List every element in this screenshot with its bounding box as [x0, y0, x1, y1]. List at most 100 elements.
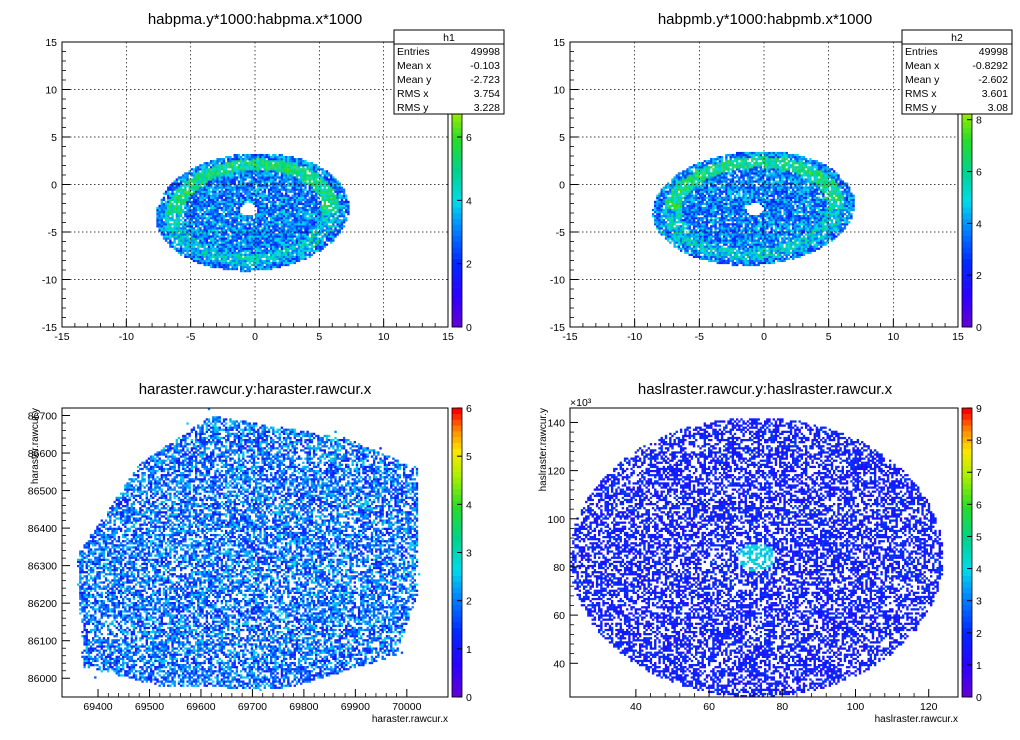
y-tick-label: 86100 [28, 636, 57, 648]
x-tick-label: 69400 [83, 701, 112, 713]
palette-label: 2 [976, 628, 982, 640]
grid-lines [570, 42, 958, 327]
stats-box: h1 Entries 49998 Mean x -0.103 Mean y -2.723 RM… [393, 29, 505, 115]
x-axis: -15 -10 -5 0 5 10 15 [54, 319, 454, 343]
y-tick-label: 15 [553, 37, 565, 49]
x-tick-label: 120 [920, 701, 938, 713]
chart-panel-1: habpma.y*1000:habpma.x*1000 -15 -10 -5 0 5 10 1… [42, 11, 505, 343]
stats-value: 3.754 [474, 88, 500, 100]
x-tick-label: -15 [562, 331, 577, 343]
palette-label: 0 [466, 692, 472, 704]
y-tick-label: 60 [553, 610, 565, 622]
stats-value: 3.08 [988, 102, 1009, 114]
y-tick-label: -15 [550, 322, 565, 334]
x-tick-label: 69600 [186, 701, 215, 713]
chart-title: haraster.rawcur.y:haraster.rawcur.x [139, 381, 372, 398]
palette-label: 4 [976, 564, 982, 576]
color-palette: 0 1 2 3 4 5 6 7 8 9 [961, 403, 982, 704]
palette-label: 9 [976, 403, 982, 415]
stats-value: -0.8292 [972, 60, 1008, 72]
palette-label: 1 [976, 660, 982, 672]
y-tick-label: 86400 [28, 523, 57, 535]
x-axis: -15 -10 -5 0 5 10 15 [562, 319, 964, 343]
y-tick-label: 86700 [28, 411, 57, 423]
y-tick-label: 100 [547, 514, 565, 526]
stats-value: -2.602 [978, 74, 1008, 86]
x-tick-label: 0 [252, 331, 258, 343]
stats-label: Entries [397, 46, 430, 58]
palette-label: 2 [466, 596, 472, 608]
palette-label: 6 [466, 403, 472, 415]
stats-value: -0.103 [470, 60, 500, 72]
palette-label: 4 [466, 499, 472, 511]
palette-label: 6 [466, 132, 472, 144]
palette-label: 8 [976, 435, 982, 447]
y-tick-label: 0 [559, 180, 565, 192]
x-tick-label: 15 [442, 331, 454, 343]
y-tick-label: 80 [553, 562, 565, 574]
chart-title: habpma.y*1000:habpma.x*1000 [148, 11, 362, 28]
x-tick-label: 40 [630, 701, 642, 713]
y-tick-label: 10 [45, 85, 57, 97]
stats-value: 49998 [979, 46, 1008, 58]
x-tick-label: -10 [627, 331, 642, 343]
palette-label: 5 [976, 531, 982, 543]
y-tick-label: 5 [559, 132, 565, 144]
x-axis: 40 60 80 100 120 [630, 689, 938, 713]
y-tick-label: 40 [553, 658, 565, 670]
y-tick-label: 5 [51, 132, 57, 144]
chart-panel-4: haslraster.rawcur.y:haslraster.rawcur.x 4… [538, 381, 982, 725]
palette-label: 6 [976, 499, 982, 511]
y-tick-label: 86200 [28, 598, 57, 610]
heatmap-cells [77, 408, 421, 691]
palette-label: 8 [976, 115, 982, 127]
y-axis: -15 -10 -5 0 5 10 15 [42, 37, 70, 334]
x-tick-label: 10 [378, 331, 390, 343]
y-tick-label: 86300 [28, 561, 57, 573]
stats-box: h2 Entries 49998 Mean x -0.8292 Mean y -2.602 R… [901, 29, 1013, 115]
x-tick-label: 69800 [289, 701, 318, 713]
stats-label: RMS y [905, 102, 937, 114]
palette-label: 3 [976, 596, 982, 608]
stats-name: h2 [951, 32, 963, 44]
y-tick-label: 140 [547, 417, 565, 429]
y-tick-label: -10 [550, 275, 565, 287]
y-axis-title: haraster.rawcur.y [30, 408, 41, 484]
y-axis: 86000 86100 86200 86300 86400 86500 86600 86700 [28, 411, 70, 685]
x-tick-label: -10 [119, 331, 134, 343]
palette-label: 3 [466, 548, 472, 560]
chart-title: haslraster.rawcur.y:haslraster.rawcur.x [638, 381, 893, 398]
heatmap-cells [570, 418, 944, 698]
palette-label: 0 [976, 322, 982, 334]
y-tick-label: 15 [45, 37, 57, 49]
y-axis-title: haslraster.rawcur.y [538, 408, 549, 491]
y-tick-label: 86000 [28, 673, 57, 685]
y-tick-label: 86500 [28, 486, 57, 498]
x-tick-label: 5 [826, 331, 832, 343]
stats-label: Mean x [905, 60, 940, 72]
plot-frame [61, 407, 449, 698]
x-axis: 69400 69500 69600 69700 69800 69900 70000 [83, 689, 422, 713]
palette-label: 2 [976, 270, 982, 282]
palette-label: 0 [466, 322, 472, 334]
palette-label: 6 [976, 167, 982, 179]
color-palette: 0 1 2 3 4 5 6 [451, 403, 472, 704]
y-tick-label: 10 [553, 85, 565, 97]
palette-label: 5 [466, 451, 472, 463]
x-tick-label: 100 [847, 701, 865, 713]
x-tick-label: 10 [887, 331, 899, 343]
stats-label: RMS y [397, 102, 429, 114]
heatmap-cells [156, 153, 350, 273]
y-tick-label: 0 [51, 180, 57, 192]
chart-panel-3: haraster.rawcur.y:haraster.rawcur.x 69400… [28, 381, 472, 725]
stats-label: Mean x [397, 60, 432, 72]
x-tick-label: 69700 [238, 701, 267, 713]
y-tick-label: -5 [48, 227, 57, 239]
y-axis-multiplier: ×10³ [570, 397, 592, 409]
y-tick-label: -5 [556, 227, 565, 239]
x-tick-label: 60 [703, 701, 715, 713]
heatmap-cells [651, 151, 855, 267]
x-tick-label: 70000 [392, 701, 421, 713]
y-tick-label: 86600 [28, 448, 57, 460]
